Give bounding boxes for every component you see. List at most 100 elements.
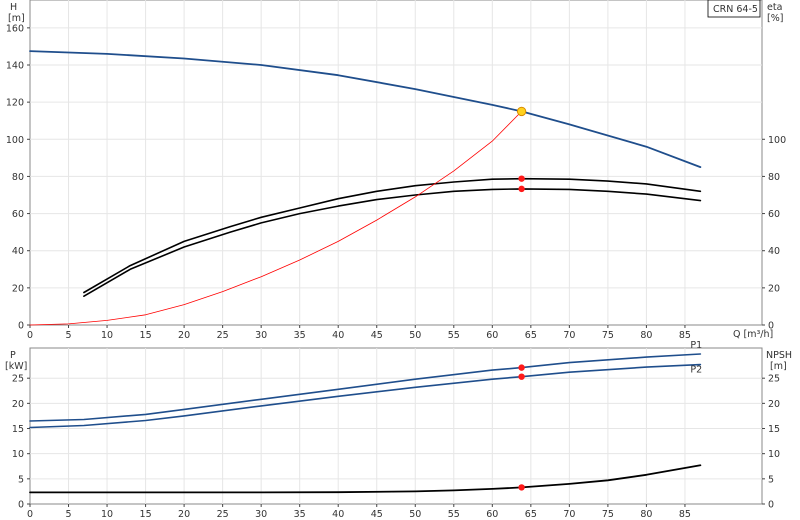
top-series xyxy=(29,50,702,326)
bottom-tick-label-right-15: 15 xyxy=(768,424,780,435)
top-tick-label-x-65: 65 xyxy=(525,330,537,341)
npsh-axis-unit: [m] xyxy=(770,361,787,372)
top-tick-label-right-0: 0 xyxy=(768,321,774,332)
p-axis-title: P xyxy=(10,350,16,361)
bottom-tick-label-x-55: 55 xyxy=(448,509,460,520)
model-label-box xyxy=(707,0,761,18)
bottom-markers xyxy=(518,364,525,491)
model-label: CRN 64-5 xyxy=(713,4,758,15)
top-tick-label-x-5: 5 xyxy=(66,330,72,341)
bottom-tick-label-x-15: 15 xyxy=(140,509,152,520)
top-tick-label-x-85: 85 xyxy=(679,330,691,341)
top-tick-label-x-45: 45 xyxy=(371,330,383,341)
bottom-tick-label-right-25: 25 xyxy=(768,374,780,385)
top-tick-label-x-15: 15 xyxy=(140,330,152,341)
bottom-series: P1 P2 xyxy=(29,340,702,494)
bottom-tick-label-left-5: 5 xyxy=(18,474,24,485)
bottom-tick-label-left-10: 10 xyxy=(12,449,24,460)
eta-axis-unit: [%] xyxy=(767,13,783,24)
top-series-h-line xyxy=(29,50,702,169)
bottom-plot-area xyxy=(29,347,763,505)
top-series-eta2-line xyxy=(83,188,702,298)
top-efficiency-marker-2 xyxy=(518,185,525,193)
top-tick-label-right-80: 80 xyxy=(768,172,780,183)
p-axis-unit: [kW] xyxy=(5,361,27,372)
bottom-tick-label-x-25: 25 xyxy=(217,509,229,520)
top-tick-label-x-30: 30 xyxy=(255,330,267,341)
top-tick-label-x-25: 25 xyxy=(217,330,229,341)
bottom-series-p2-label: P2 xyxy=(690,365,702,376)
top-tick-label-x-75: 75 xyxy=(602,330,614,341)
bottom-tick-label-x-75: 75 xyxy=(602,509,614,520)
bottom-tick-label-right-5: 5 xyxy=(768,474,774,485)
bottom-tick-label-left-20: 20 xyxy=(12,399,24,410)
bottom-tick-label-x-80: 80 xyxy=(640,509,652,520)
top-markers xyxy=(516,106,527,193)
bottom-tick-label-x-45: 45 xyxy=(371,509,383,520)
top-tick-label-right-100: 100 xyxy=(768,135,786,146)
top-tick-label-x-20: 20 xyxy=(178,330,190,341)
bottom-tick-label-x-85: 85 xyxy=(679,509,691,520)
top-tick-label-x-40: 40 xyxy=(332,330,344,341)
bottom-series-npsh-line xyxy=(29,464,702,494)
top-tick-label-x-60: 60 xyxy=(486,330,498,341)
bottom-power-marker-3 xyxy=(518,484,525,491)
q-axis-label: Q [m³/h] xyxy=(733,329,773,340)
top-tick-label-left-60: 60 xyxy=(12,209,24,220)
npsh-axis-title: NPSH xyxy=(766,350,792,361)
top-tick-label-x-10: 10 xyxy=(101,330,113,341)
top-tick-label-x-80: 80 xyxy=(640,330,652,341)
h-axis-unit: [m] xyxy=(8,13,25,24)
top-tick-label-left-40: 40 xyxy=(12,246,24,257)
bottom-tick-label-left-0: 0 xyxy=(18,500,24,511)
top-tick-label-left-20: 20 xyxy=(12,283,24,294)
top-tick-label-left-140: 140 xyxy=(6,61,24,72)
duty-point-marker xyxy=(516,106,527,117)
bottom-tick-label-x-30: 30 xyxy=(255,509,267,520)
bottom-tick-label-x-20: 20 xyxy=(178,509,190,520)
top-tick-label-left-120: 120 xyxy=(6,98,24,109)
top-tick-label-x-55: 55 xyxy=(448,330,460,341)
top-tick-label-right-60: 60 xyxy=(768,209,780,220)
bottom-tick-label-right-20: 20 xyxy=(768,399,780,410)
bottom-tick-label-left-25: 25 xyxy=(12,374,24,385)
top-tick-label-x-0: 0 xyxy=(27,330,33,341)
bottom-tick-label-right-0: 0 xyxy=(768,500,774,511)
h-axis-title: H xyxy=(10,2,17,13)
top-series-eta1-line xyxy=(83,177,702,294)
bottom-tick-label-right-10: 10 xyxy=(768,449,780,460)
top-grid xyxy=(30,0,762,325)
top-tick-label-left-160: 160 xyxy=(6,23,24,34)
top-axes: 0 5 10 15 20 25 30 35 40 45 50 55 60 65 70 75 80 85 0 20 40 6… xyxy=(6,23,786,341)
eta-axis-title: eta xyxy=(767,2,782,13)
bottom-series-p1-line xyxy=(29,353,702,422)
top-series-system-line xyxy=(29,111,522,326)
top-tick-label-x-50: 50 xyxy=(409,330,421,341)
bottom-tick-label-x-65: 65 xyxy=(525,509,537,520)
bottom-grid xyxy=(30,348,762,504)
bottom-tick-label-x-70: 70 xyxy=(563,509,575,520)
bottom-tick-label-x-50: 50 xyxy=(409,509,421,520)
top-tick-label-left-100: 100 xyxy=(6,135,24,146)
top-tick-label-x-70: 70 xyxy=(563,330,575,341)
bottom-tick-label-x-0: 0 xyxy=(27,509,33,520)
bottom-tick-label-x-60: 60 xyxy=(486,509,498,520)
bottom-power-marker-2 xyxy=(518,373,525,380)
bottom-tick-label-x-10: 10 xyxy=(101,509,113,520)
bottom-tick-label-left-15: 15 xyxy=(12,424,24,435)
bottom-axes: 0 5 10 15 20 25 30 35 40 45 50 55 60 65 70 75 80 85051015… xyxy=(12,374,780,520)
bottom-series-p1-label: P1 xyxy=(690,340,702,351)
top-tick-label-x-35: 35 xyxy=(294,330,306,341)
top-tick-label-left-80: 80 xyxy=(12,172,24,183)
top-tick-label-left-0: 0 xyxy=(18,321,24,332)
bottom-tick-label-x-35: 35 xyxy=(294,509,306,520)
bottom-series-p2-line xyxy=(29,363,702,429)
bottom-power-marker-1 xyxy=(518,364,525,371)
top-efficiency-marker-1 xyxy=(518,175,525,182)
top-tick-label-right-40: 40 xyxy=(768,246,780,257)
top-plot-area xyxy=(29,0,763,326)
bottom-tick-label-x-5: 5 xyxy=(66,509,72,520)
bottom-tick-label-x-40: 40 xyxy=(332,509,344,520)
top-tick-label-right-20: 20 xyxy=(768,283,780,294)
